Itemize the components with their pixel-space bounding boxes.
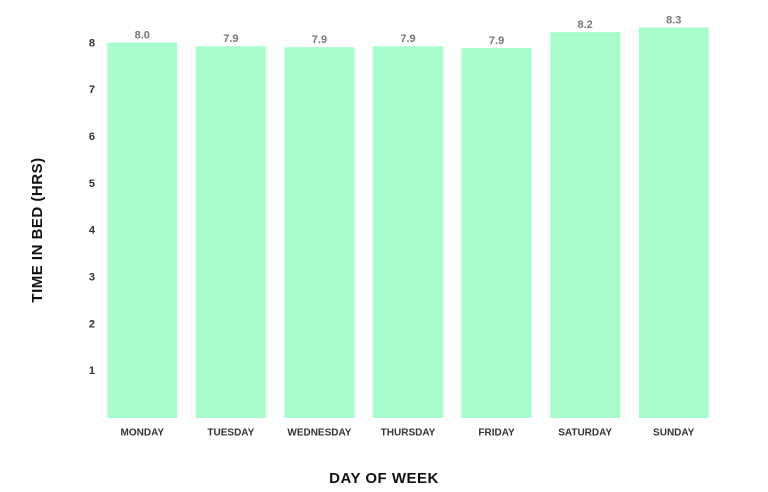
y-axis-title: TIME IN BED (HRS) (29, 157, 46, 302)
bar (195, 46, 266, 418)
bar (284, 47, 355, 418)
bar (461, 48, 532, 418)
y-tick-label: 4 (89, 225, 96, 237)
value-label: 8.3 (666, 14, 681, 26)
value-label: 8.0 (135, 29, 150, 41)
y-tick-label: 8 (89, 37, 95, 49)
value-label: 7.9 (489, 35, 504, 47)
x-axis-title: DAY OF WEEK (329, 470, 439, 487)
bar (638, 27, 709, 419)
bar (550, 32, 621, 418)
value-label: 7.9 (223, 33, 238, 45)
y-tick-label: 5 (89, 178, 95, 190)
bar (107, 42, 178, 419)
y-tick-label: 3 (89, 271, 95, 283)
value-label: 7.9 (400, 33, 415, 45)
x-tick-label: SATURDAY (558, 428, 612, 439)
x-tick-label: THURSDAY (381, 428, 436, 439)
y-tick-label: 2 (89, 318, 95, 330)
value-label: 7.9 (312, 34, 327, 46)
bar (373, 46, 443, 418)
x-tick-label: TUESDAY (207, 428, 254, 439)
y-tick-label: 6 (89, 131, 95, 143)
y-tick-label: 7 (89, 84, 95, 96)
value-label: 8.2 (577, 19, 592, 31)
x-tick-label: FRIDAY (478, 428, 515, 439)
y-tick-label: 1 (89, 365, 95, 377)
x-tick-label: MONDAY (121, 428, 165, 439)
x-tick-label: SUNDAY (653, 428, 695, 439)
x-tick-label: WEDNESDAY (287, 428, 351, 439)
